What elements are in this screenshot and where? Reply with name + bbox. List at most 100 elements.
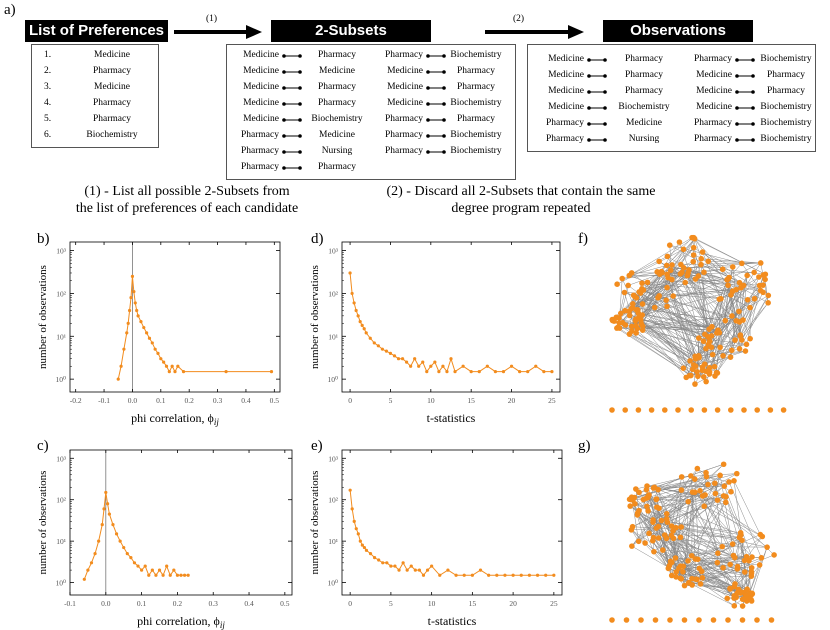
observation-pair-second: Biochemistry bbox=[618, 102, 670, 112]
network-node bbox=[638, 320, 645, 327]
network-edge bbox=[691, 555, 748, 590]
data-point bbox=[509, 364, 514, 368]
pair-connector-icon bbox=[282, 70, 302, 74]
network-node bbox=[683, 374, 690, 381]
data-point bbox=[404, 360, 409, 364]
data-point bbox=[495, 573, 499, 577]
network-node bbox=[613, 314, 620, 321]
data-point bbox=[224, 369, 228, 374]
x-tick-label: 5 bbox=[389, 599, 393, 608]
data-point bbox=[356, 532, 360, 536]
data-point bbox=[477, 369, 481, 374]
data-point bbox=[354, 308, 358, 313]
network-node bbox=[694, 368, 700, 375]
network-node bbox=[746, 557, 752, 564]
network-node bbox=[621, 289, 628, 296]
observation-pair: Pharmacy Biochemistry bbox=[686, 134, 816, 148]
data-point bbox=[519, 573, 523, 577]
pair-connector-icon bbox=[587, 58, 607, 62]
subsets-box: Medicine Pharmacy Medicine Medicine Medicine… bbox=[226, 44, 516, 180]
data-point bbox=[417, 364, 421, 368]
data-point bbox=[82, 577, 86, 581]
data-point bbox=[397, 568, 401, 572]
caption-step-2-line-2: degree program repeated bbox=[451, 201, 591, 216]
network-node bbox=[628, 270, 635, 276]
network-edge bbox=[730, 294, 748, 301]
network-node bbox=[619, 275, 626, 282]
network-edge bbox=[659, 295, 740, 323]
isolated-node bbox=[728, 407, 734, 413]
subset-pair-second: Nursing bbox=[321, 146, 353, 156]
network-node bbox=[649, 537, 656, 544]
x-tick-label: 0.3 bbox=[213, 396, 223, 405]
network-edge bbox=[740, 292, 764, 337]
data-point bbox=[129, 295, 133, 300]
observation-pair: Medicine Pharmacy bbox=[540, 70, 680, 84]
network-edge bbox=[680, 272, 755, 275]
data-point bbox=[100, 523, 104, 527]
pair-connector-icon bbox=[735, 106, 755, 110]
network-node bbox=[729, 264, 736, 270]
observation-pair-second: Nursing bbox=[628, 134, 660, 144]
network-edge bbox=[695, 289, 737, 360]
network-node bbox=[719, 543, 726, 550]
network-edge bbox=[681, 476, 719, 554]
data-point bbox=[518, 369, 522, 374]
network-node bbox=[743, 595, 749, 602]
network-node bbox=[727, 561, 733, 568]
network-edge bbox=[612, 320, 684, 369]
network-node bbox=[720, 461, 727, 468]
data-point bbox=[360, 543, 364, 547]
data-point bbox=[89, 561, 94, 565]
data-point bbox=[358, 320, 362, 324]
network-edge bbox=[703, 506, 731, 589]
network-node bbox=[712, 490, 719, 497]
network-node bbox=[695, 273, 702, 279]
data-point bbox=[125, 331, 129, 335]
subset-pair-second: Pharmacy bbox=[318, 98, 356, 108]
pair-connector-icon bbox=[426, 86, 446, 90]
network-edge bbox=[702, 560, 750, 579]
data-point bbox=[97, 539, 101, 543]
network-edge bbox=[695, 496, 727, 580]
isolated-node bbox=[710, 617, 717, 623]
network-edge bbox=[691, 237, 766, 275]
network-node bbox=[749, 590, 755, 597]
network-edge bbox=[675, 527, 768, 548]
data-point bbox=[356, 314, 360, 318]
data-point bbox=[348, 271, 352, 275]
network-node bbox=[678, 487, 685, 493]
data-point bbox=[186, 573, 190, 577]
network-node bbox=[629, 543, 635, 549]
network-node bbox=[726, 479, 732, 485]
network-node bbox=[738, 337, 745, 343]
data-point bbox=[136, 314, 140, 318]
data-point bbox=[400, 357, 405, 361]
network-node bbox=[728, 347, 735, 354]
observation-pair: Medicine Pharmacy bbox=[686, 70, 816, 84]
network-node bbox=[743, 341, 750, 348]
network-edge bbox=[636, 297, 692, 376]
x-tick-label: 15 bbox=[469, 599, 477, 608]
subset-pair-second: Biochemistry bbox=[450, 98, 502, 108]
network-node bbox=[741, 569, 748, 575]
network-edge bbox=[709, 319, 744, 373]
network-node bbox=[698, 261, 704, 268]
data-point bbox=[147, 573, 151, 577]
observation-pair-second: Biochemistry bbox=[760, 118, 812, 128]
network-edge bbox=[700, 566, 738, 585]
network-edge bbox=[683, 262, 761, 269]
data-point bbox=[119, 364, 123, 368]
step-2-label: (2) bbox=[513, 14, 525, 24]
chart-d: 0 5 10 15 20 25 10⁰ 10¹ 10² 10³ t-statistics number… bbox=[309, 241, 561, 425]
data-point bbox=[352, 301, 356, 305]
network-node bbox=[639, 280, 645, 286]
network-node bbox=[660, 547, 666, 553]
network-edge bbox=[669, 244, 730, 278]
network-node bbox=[744, 586, 750, 593]
y-axis-label: number of observations bbox=[309, 265, 321, 369]
network-node bbox=[699, 575, 706, 581]
network-node bbox=[680, 246, 687, 253]
data-point bbox=[364, 331, 368, 335]
